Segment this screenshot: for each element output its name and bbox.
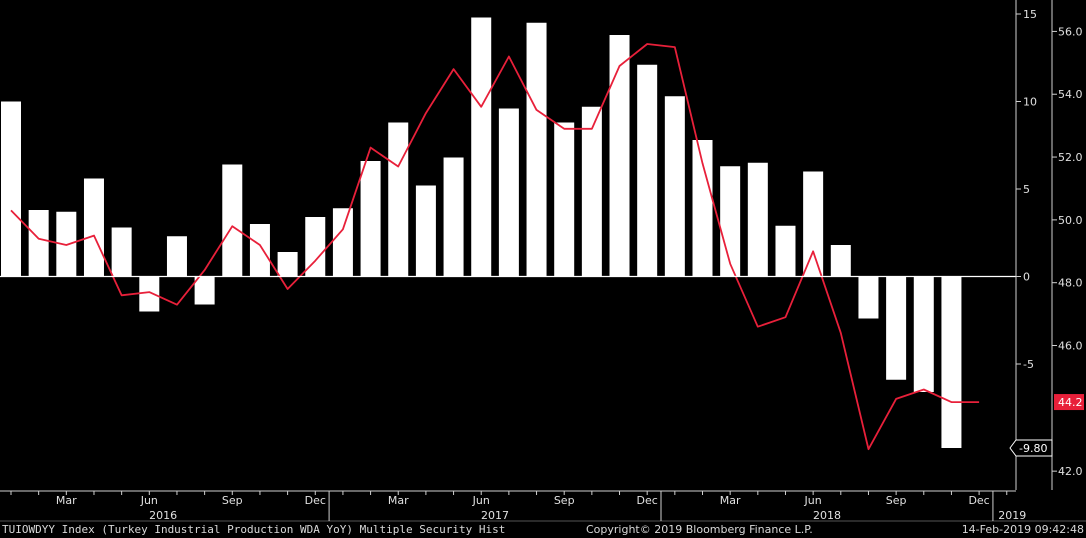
bar: [775, 225, 796, 277]
bar: [1, 101, 21, 277]
bar: [471, 17, 492, 277]
bar: [83, 178, 104, 277]
month-tick-label: Jun: [472, 494, 490, 507]
bar: [886, 276, 907, 380]
bar: [526, 22, 547, 277]
bar: [111, 227, 132, 277]
bar: [692, 140, 713, 277]
month-tick-label: Sep: [554, 494, 575, 507]
month-tick-label: Sep: [222, 494, 243, 507]
month-tick-label: Mar: [56, 494, 77, 507]
year-label: 2018: [813, 509, 841, 522]
bar: [443, 157, 464, 277]
bar: [913, 276, 934, 392]
line-axis-tick-label: 42.0: [1058, 465, 1083, 478]
year-label: 2019: [998, 509, 1026, 522]
bar: [194, 276, 215, 305]
bar: [637, 64, 658, 277]
bar: [581, 106, 602, 277]
line-axis-tick-label: 46.0: [1058, 340, 1083, 353]
bar: [222, 164, 243, 277]
last-line-value: 44.2: [1058, 396, 1083, 409]
line-axis-tick-label: 50.0: [1058, 214, 1083, 227]
bar: [139, 276, 160, 312]
bar: [830, 245, 851, 277]
last-bar-value: -9.80: [1019, 442, 1047, 455]
line-axis-tick-label: 54.0: [1058, 88, 1083, 101]
year-label: 2016: [149, 509, 177, 522]
bar: [858, 276, 879, 319]
bar: [388, 122, 409, 277]
year-label: 2017: [481, 509, 509, 522]
bar-axis-tick-label: 5: [1023, 183, 1030, 196]
bar-axis-tick-label: -5: [1023, 358, 1034, 371]
bar-axis-tick-label: 0: [1023, 271, 1030, 284]
bar: [360, 161, 381, 277]
month-tick-label: Jun: [804, 494, 822, 507]
bar-series: [1, 17, 962, 448]
bar: [166, 236, 187, 277]
bar: [720, 166, 741, 277]
month-tick-label: Mar: [720, 494, 741, 507]
bar-axis-tick-label: 10: [1023, 96, 1037, 109]
bar: [249, 224, 270, 277]
bar: [747, 162, 768, 277]
bar: [415, 185, 436, 277]
last-line-value-box: [1054, 394, 1084, 411]
line-axis-tick-label: 56.0: [1058, 25, 1083, 38]
bar: [305, 217, 326, 277]
bar: [277, 252, 298, 277]
bar: [498, 108, 519, 277]
month-tick-label: Dec: [637, 494, 658, 507]
bar: [803, 171, 824, 277]
line-axis-tick-label: 48.0: [1058, 277, 1083, 290]
axis-labels: 15 10 5 0 -5 56.0 54.0 52.0 50.0 48.0 46.0 42.0 44.2…: [56, 8, 1084, 522]
last-bar-value-box: [1009, 439, 1053, 457]
axes: [0, 0, 1086, 522]
month-tick-label: Jun: [140, 494, 158, 507]
bar: [28, 210, 49, 277]
footer-security-description: TUIOWDYY Index (Turkey Industrial Produc…: [2, 523, 506, 536]
bar: [332, 208, 353, 277]
month-tick-label: Sep: [886, 494, 907, 507]
line-axis-tick-label: 52.0: [1058, 151, 1083, 164]
line-series: [10, 43, 980, 451]
bar: [941, 276, 962, 448]
pmi-line: [10, 43, 980, 451]
month-tick-label: Dec: [968, 494, 989, 507]
footer-copyright: Copyright© 2019 Bloomberg Finance L.P.: [586, 523, 813, 536]
footer-timestamp: 14-Feb-2019 09:42:48: [961, 523, 1084, 536]
month-tick-label: Dec: [305, 494, 326, 507]
bar-axis-tick-label: 15: [1023, 8, 1037, 21]
bar: [664, 96, 685, 277]
bar: [554, 122, 575, 277]
month-tick-label: Mar: [388, 494, 409, 507]
bar: [609, 35, 630, 277]
